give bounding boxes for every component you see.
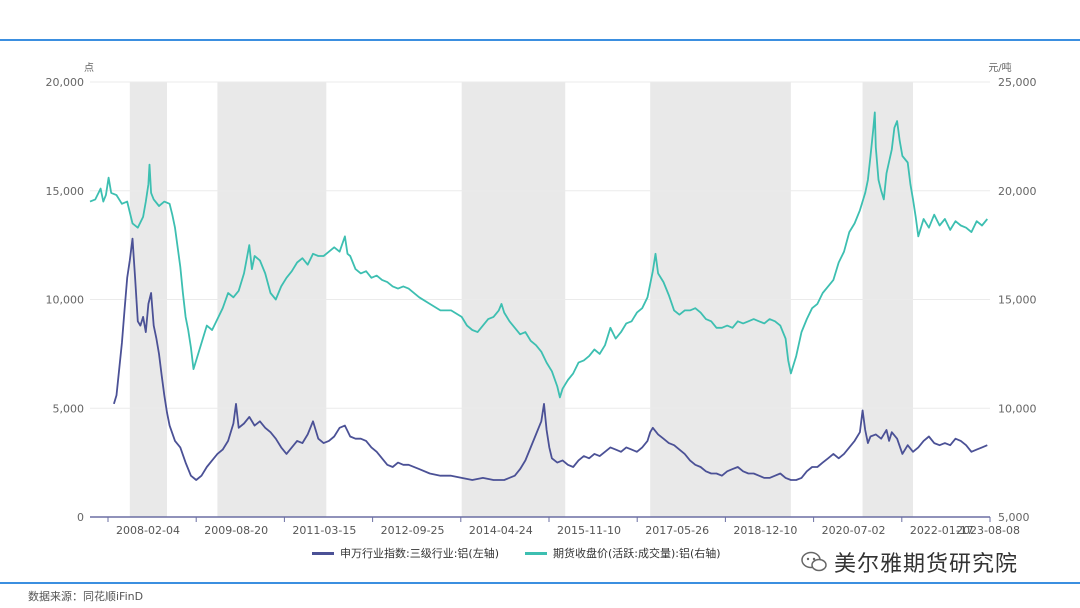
left-tick-label: 0 <box>77 511 84 524</box>
x-tick-label: 2022-01-17 <box>910 524 974 537</box>
legend-swatch-left <box>312 551 334 555</box>
x-tick-label: 2014-04-24 <box>469 524 533 537</box>
legend-swatch-right <box>525 551 547 555</box>
right-axis-unit: 元/吨 <box>988 61 1011 74</box>
top-rule <box>0 39 1080 41</box>
legend-item-left[interactable]: 申万行业指数:三级行业:铝(左轴) <box>312 545 499 561</box>
legend: 申万行业指数:三级行业:铝(左轴) 期货收盘价(活跃:成交量):铝(右轴) <box>312 545 721 561</box>
series-lines <box>89 111 988 481</box>
source-note: 数据来源：同花顺iFinD <box>28 590 144 603</box>
legend-label-left: 申万行业指数:三级行业:铝(左轴) <box>340 547 499 560</box>
watermark-text: 美尔雅期货研究院 <box>834 552 1019 577</box>
grid-lines <box>90 81 990 409</box>
chart-canvas: 0 5,000 10,000 15,000 20,000 5,000 10,000 15,00… <box>46 61 1037 537</box>
right-tick-label: 10,000 <box>998 402 1037 415</box>
axes: 0 5,000 10,000 15,000 20,000 5,000 10,000 15,00… <box>46 61 1037 537</box>
x-tick-label: 2017-05-26 <box>645 524 709 537</box>
x-tick-label: 2018-12-10 <box>733 524 797 537</box>
x-tick-label: 2011-03-15 <box>292 524 356 537</box>
watermark: 美尔雅期货研究院 <box>800 546 1018 578</box>
legend-label-right: 期货收盘价(活跃:成交量):铝(右轴) <box>553 547 721 560</box>
x-tick-label: 2020-07-02 <box>822 524 886 537</box>
x-tick-label: 2012-09-25 <box>381 524 445 537</box>
left-tick-label: 5,000 <box>53 402 85 415</box>
legend-item-right[interactable]: 期货收盘价(活跃:成交量):铝(右轴) <box>525 545 721 561</box>
series-line-aluminum-index <box>113 237 988 481</box>
wechat-icon <box>801 551 827 572</box>
left-axis-unit: 点 <box>84 62 94 74</box>
x-tick-label: 2008-02-04 <box>116 524 180 537</box>
x-tick-label: 2015-11-10 <box>557 524 621 537</box>
right-tick-label: 20,000 <box>998 185 1037 198</box>
x-tick-label: 2023-08-08 <box>956 524 1020 537</box>
right-tick-label: 25,000 <box>998 76 1037 89</box>
left-tick-label: 10,000 <box>46 294 85 307</box>
right-tick-label: 5,000 <box>998 511 1030 524</box>
left-tick-label: 15,000 <box>46 185 85 198</box>
left-tick-label: 20,000 <box>46 76 85 89</box>
bottom-rule <box>0 582 1080 584</box>
right-tick-label: 15,000 <box>998 294 1037 307</box>
series-line-aluminum-futures <box>89 111 988 399</box>
x-tick-label: 2009-08-20 <box>204 524 268 537</box>
